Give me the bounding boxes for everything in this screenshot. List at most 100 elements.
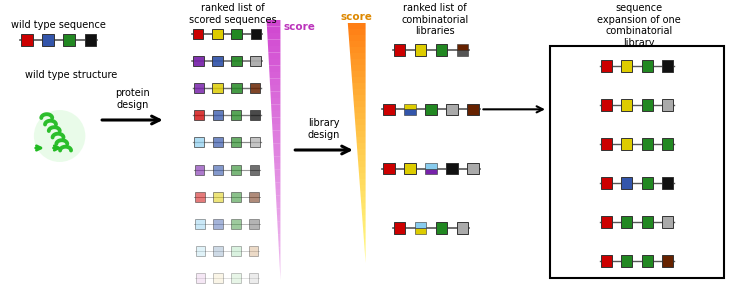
Polygon shape	[270, 85, 280, 91]
Bar	[621, 60, 632, 71]
Bar	[550, 46, 724, 278]
Bar	[193, 56, 203, 66]
Bar	[642, 99, 653, 111]
Bar	[231, 192, 241, 202]
Bar	[213, 137, 223, 148]
Polygon shape	[271, 104, 280, 111]
Polygon shape	[277, 221, 280, 228]
Bar	[642, 177, 653, 188]
Polygon shape	[359, 173, 365, 179]
Bar	[621, 255, 632, 267]
Bar	[212, 29, 223, 39]
Polygon shape	[269, 72, 280, 79]
Polygon shape	[275, 183, 280, 189]
Bar	[196, 273, 206, 283]
Bar	[194, 137, 204, 148]
Bar	[231, 219, 241, 229]
Bar	[662, 60, 673, 71]
Bar	[193, 29, 203, 39]
Bar	[212, 83, 223, 93]
Bar	[250, 83, 261, 93]
Polygon shape	[278, 234, 280, 241]
Polygon shape	[352, 83, 365, 89]
Text: wild type structure: wild type structure	[25, 70, 117, 80]
Polygon shape	[277, 228, 280, 234]
Polygon shape	[348, 35, 365, 41]
Bar	[415, 222, 426, 228]
Polygon shape	[362, 209, 365, 215]
Polygon shape	[273, 137, 280, 144]
Bar	[642, 217, 653, 228]
Polygon shape	[356, 143, 365, 149]
Bar	[436, 222, 447, 234]
Bar	[231, 164, 241, 175]
Polygon shape	[273, 144, 280, 150]
Text: library
design: library design	[308, 118, 340, 140]
Bar	[249, 273, 258, 283]
Bar	[231, 246, 241, 256]
Polygon shape	[278, 241, 280, 248]
Polygon shape	[358, 161, 365, 167]
Bar	[457, 50, 468, 56]
Bar	[468, 163, 479, 174]
Bar	[213, 192, 223, 202]
Bar	[601, 99, 612, 111]
Bar	[250, 164, 259, 175]
Polygon shape	[272, 131, 280, 137]
Polygon shape	[270, 91, 280, 98]
Polygon shape	[269, 59, 280, 66]
Bar	[231, 110, 242, 120]
Bar	[642, 138, 653, 150]
Polygon shape	[274, 150, 280, 156]
Bar	[231, 273, 241, 283]
Polygon shape	[354, 101, 365, 107]
Polygon shape	[272, 117, 280, 124]
Bar	[195, 192, 205, 202]
Polygon shape	[274, 169, 280, 176]
Polygon shape	[353, 95, 365, 101]
Bar	[425, 169, 437, 174]
Bar	[42, 34, 53, 46]
Polygon shape	[364, 239, 365, 245]
Bar	[249, 246, 258, 256]
Polygon shape	[275, 189, 280, 196]
Polygon shape	[269, 66, 280, 72]
Bar	[21, 34, 33, 46]
Polygon shape	[267, 26, 280, 33]
Bar	[250, 110, 260, 120]
Bar	[84, 34, 96, 46]
Bar	[404, 103, 416, 109]
Bar	[662, 177, 673, 188]
Bar	[250, 137, 260, 148]
Bar	[383, 163, 395, 174]
Bar	[249, 219, 258, 229]
Polygon shape	[354, 107, 365, 113]
Bar	[447, 163, 458, 174]
Bar	[404, 109, 416, 115]
Polygon shape	[349, 41, 365, 47]
Bar	[213, 246, 223, 256]
Bar	[662, 99, 673, 111]
Bar	[425, 103, 437, 115]
Polygon shape	[363, 227, 365, 233]
Bar	[468, 103, 479, 115]
Polygon shape	[276, 196, 280, 202]
Polygon shape	[360, 185, 365, 191]
Bar	[250, 192, 259, 202]
Bar	[194, 110, 204, 120]
Polygon shape	[355, 125, 365, 131]
Polygon shape	[348, 23, 365, 29]
Polygon shape	[351, 65, 365, 71]
Polygon shape	[353, 89, 365, 95]
Bar	[642, 60, 653, 71]
Bar	[601, 217, 612, 228]
Polygon shape	[266, 20, 280, 26]
Bar	[231, 83, 242, 93]
Bar	[621, 217, 632, 228]
Bar	[621, 177, 632, 188]
Bar	[212, 56, 223, 66]
Bar	[404, 163, 416, 174]
Polygon shape	[348, 29, 365, 35]
Text: wild type sequence: wild type sequence	[11, 20, 106, 30]
Polygon shape	[361, 203, 365, 209]
